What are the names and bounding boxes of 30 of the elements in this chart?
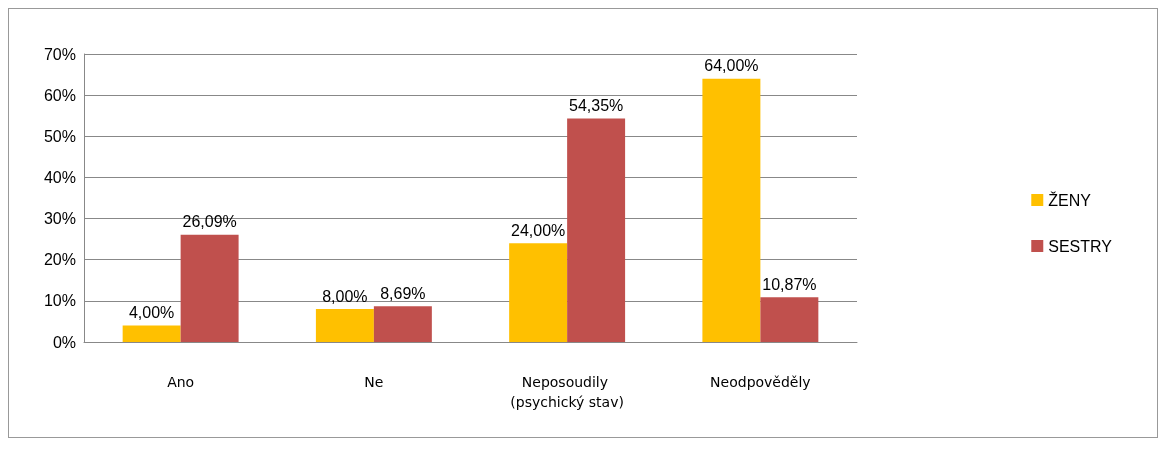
bar: [122, 325, 181, 342]
data-label: 8,00%: [322, 287, 368, 305]
y-tick-label: 30%: [43, 210, 76, 228]
x-tick-label: Neposoudily (psychický stav): [510, 374, 624, 410]
data-label: 10,87%: [762, 275, 817, 293]
bar: [509, 243, 568, 342]
data-label: 24,00%: [511, 221, 566, 239]
y-tick-label: 60%: [43, 86, 76, 104]
data-label: 64,00%: [704, 57, 759, 75]
legend-label: SESTRY: [1048, 237, 1113, 255]
y-tick-label: 0%: [52, 333, 76, 351]
x-tick-label: Ne: [364, 374, 384, 390]
data-label: 4,00%: [128, 304, 175, 322]
bar: [315, 309, 374, 342]
y-tick-label: 20%: [43, 251, 76, 269]
x-tick-label: Neodpověděly: [710, 374, 811, 390]
y-tick-label: 10%: [43, 292, 76, 310]
bar: [567, 118, 626, 342]
bar: [373, 306, 432, 342]
legend-label: ŽENY: [1048, 190, 1092, 209]
bar: [180, 234, 239, 342]
y-tick-label: 50%: [43, 127, 76, 145]
y-tick-label: 40%: [43, 168, 76, 186]
bar: [702, 78, 761, 342]
data-label: 54,35%: [568, 96, 624, 114]
x-tick-label: Ano: [167, 374, 195, 390]
y-tick-label: 70%: [43, 45, 76, 63]
bar: [760, 297, 819, 342]
data-label: 26,09%: [182, 213, 237, 231]
data-label: 8,69%: [380, 284, 426, 302]
